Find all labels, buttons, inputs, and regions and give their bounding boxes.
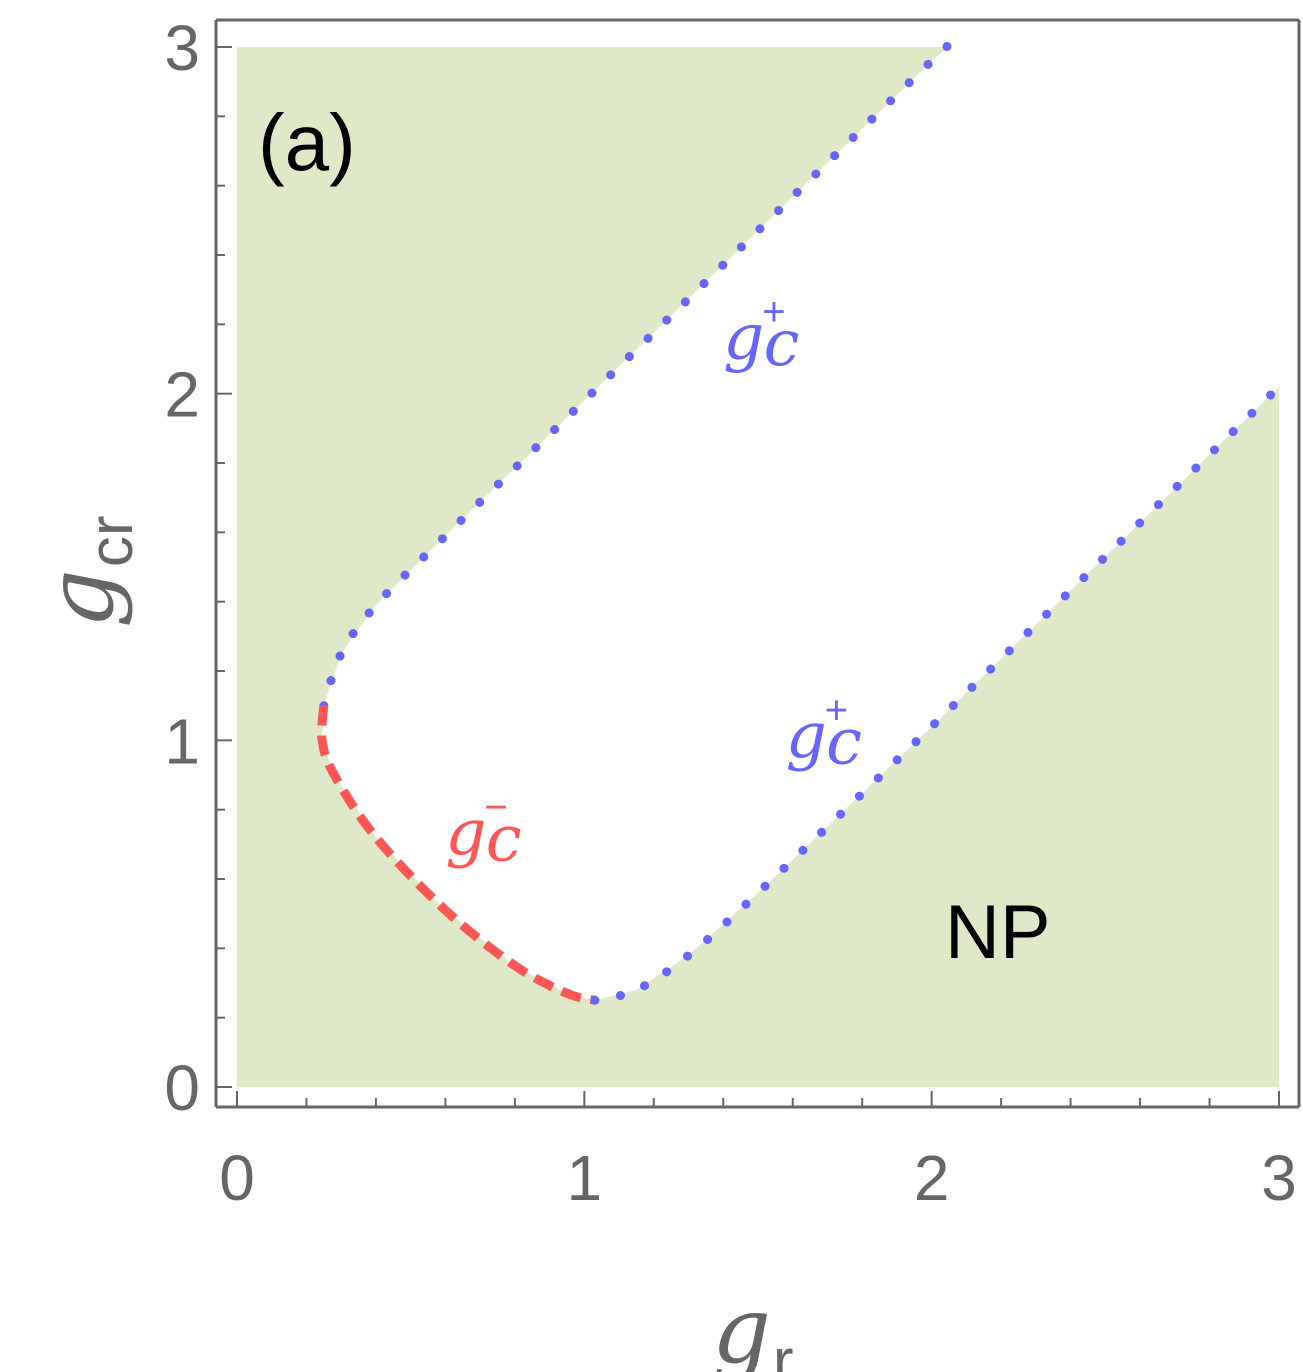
x-tick-label: 3: [1261, 1142, 1297, 1214]
gc-plus-curve-2: [590, 382, 1284, 1005]
y-tick-label: 1: [164, 705, 200, 777]
y-tick-label: 2: [164, 359, 200, 431]
y-tick-label: 0: [164, 1052, 200, 1124]
gc-minus-curve: [317, 705, 596, 1005]
axis-tick-labels: 0 1 2 3 0 1 2 3: [164, 12, 1296, 1214]
x-tick-label: 2: [914, 1142, 950, 1214]
axis-ticks: [216, 46, 1280, 1107]
curve-labels: g+c g+c g−c: [445, 290, 862, 877]
phase-boundary-curves: [317, 38, 1284, 1005]
y-tick-label: 3: [164, 12, 200, 84]
y-axis-title: gcr: [27, 515, 146, 628]
np-region-label: NP: [945, 890, 1051, 975]
panel-label: (a): [258, 98, 356, 187]
gc-minus-label-2: g−c: [445, 786, 521, 877]
gc-plus-label-1: g+c: [786, 689, 862, 780]
x-tick-label: 0: [219, 1142, 255, 1214]
x-tick-label: 1: [567, 1142, 603, 1214]
np-region-fill: [237, 47, 1279, 1087]
gc-plus-label-0: g+c: [723, 290, 799, 381]
x-axis-title: gr: [712, 1277, 794, 1372]
